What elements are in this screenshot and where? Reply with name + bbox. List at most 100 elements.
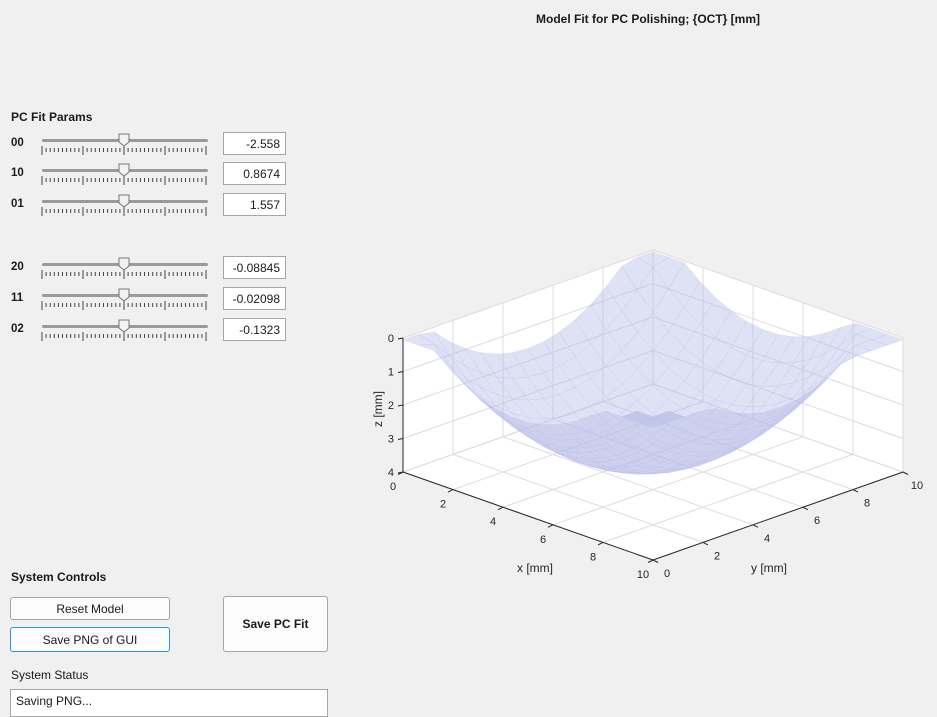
surface-patch: [605, 265, 638, 312]
surface-patch: [512, 417, 544, 438]
surface-patch: [855, 339, 889, 351]
surface-patch: [636, 251, 670, 268]
param-label: 20: [11, 261, 24, 273]
surface-patch: [621, 461, 654, 471]
surface-patch: [824, 334, 857, 369]
surface-patch: [480, 387, 513, 414]
slider-thumb[interactable]: [118, 257, 130, 271]
surface-patch: [668, 307, 701, 348]
param-value-field-11[interactable]: -0.02098: [223, 287, 286, 310]
surface-patch: [590, 396, 623, 423]
param-value-field-01[interactable]: 1.557: [223, 193, 286, 216]
surface-patch: [558, 421, 591, 440]
surface-patch: [793, 377, 826, 407]
x-tick-label: 0: [390, 481, 396, 493]
surface-patch: [464, 365, 498, 395]
param-label: 11: [11, 292, 24, 304]
surface-patch: [496, 394, 529, 418]
slider-ticks: [41, 176, 207, 185]
surface-patch: [589, 457, 623, 468]
surface-patch: [668, 346, 701, 382]
surface-patch: [668, 380, 701, 410]
surface-patch: [637, 385, 669, 415]
grid-line: [652, 283, 904, 372]
surface-patch: [746, 422, 779, 445]
param-value-field-10[interactable]: 0.8674: [223, 162, 286, 185]
slider-ticks: [41, 207, 207, 216]
x-tick-label: 2: [440, 499, 446, 511]
surface-patch: [636, 454, 670, 467]
x-tick-label: 4: [490, 516, 496, 528]
surface-patch: [746, 360, 779, 387]
x-axis-line: [402, 471, 654, 561]
surface-patch: [730, 406, 763, 426]
surface-patch: [762, 410, 794, 435]
save-pc-fit-button[interactable]: Save PC Fit: [223, 596, 328, 652]
slider-thumb[interactable]: [118, 194, 130, 208]
slider-thumb[interactable]: [118, 163, 130, 177]
surface-patch: [715, 436, 747, 453]
param-label: 01: [11, 198, 24, 210]
status-field: Saving PNG...: [10, 689, 328, 717]
slider-thumb[interactable]: [118, 288, 130, 302]
reset-model-button[interactable]: Reset Model: [10, 597, 170, 620]
surface-patch: [730, 420, 764, 440]
slider-thumb[interactable]: [118, 319, 130, 333]
surface-patch: [699, 448, 732, 462]
controls-title: System Controls: [11, 570, 107, 584]
surface-patch: [559, 356, 591, 388]
grid-line: [602, 453, 854, 543]
surface-patch: [558, 439, 592, 453]
surface-patch: [652, 410, 685, 433]
surface-patch: [683, 408, 717, 426]
surface-patch: [730, 425, 763, 444]
param-label: 10: [11, 167, 24, 179]
save-png-button[interactable]: Save PNG of GUI: [10, 627, 170, 652]
surface-patch: [683, 443, 717, 457]
surface-patch: [652, 330, 685, 368]
slider-thumb[interactable]: [118, 133, 130, 147]
surface-patch: [542, 437, 576, 453]
param-value-field-20[interactable]: -0.08845: [223, 256, 286, 279]
surface-patch: [402, 333, 435, 346]
surface-patch: [621, 369, 654, 401]
surface-patch: [762, 362, 794, 387]
surface-patch: [496, 352, 529, 379]
grid-line: [402, 383, 654, 473]
surface-patch: [714, 429, 748, 446]
grid-line: [452, 453, 704, 543]
param-slider-10[interactable]: [40, 163, 210, 185]
surface-patch: [636, 416, 670, 428]
surface-patch: [605, 453, 638, 466]
surface-patch: [715, 439, 747, 456]
surface-patch: [559, 453, 591, 466]
surface-patch: [715, 347, 748, 380]
param-slider-01[interactable]: [40, 194, 210, 216]
param-value-field-02[interactable]: -0.1323: [223, 318, 286, 341]
z-tick-label: 2: [388, 400, 394, 412]
surface-patch: [480, 372, 513, 399]
param-slider-00[interactable]: [40, 133, 210, 155]
surface-patch: [543, 331, 576, 367]
param-slider-02[interactable]: [40, 319, 210, 341]
surface-patch: [511, 413, 545, 434]
surface-patch: [527, 398, 560, 420]
surface-patch: [824, 322, 857, 355]
param-slider-11[interactable]: [40, 288, 210, 310]
surface-patch: [621, 290, 654, 333]
surface-patch: [590, 442, 623, 458]
param-slider-20[interactable]: [40, 257, 210, 279]
surface-patch: [496, 376, 529, 401]
surface-patch: [840, 333, 873, 358]
surface-plot[interactable]: 0 2 4 6 8 10 0 2 4 6 8 10 0 1 2 3 4 x [mm] y [mm] z [mm]: [360, 240, 937, 580]
slider-ticks: [41, 301, 207, 310]
surface-patch: [699, 450, 732, 464]
param-value-field-00[interactable]: -2.558: [223, 132, 286, 155]
slider-ticks: [41, 270, 207, 279]
surface-patch: [574, 446, 607, 460]
surface-patch: [777, 388, 810, 416]
surface-patch: [699, 452, 732, 466]
z-tick-label: 0: [388, 333, 394, 345]
surface-patch: [652, 469, 685, 475]
surface-patch: [684, 360, 716, 392]
